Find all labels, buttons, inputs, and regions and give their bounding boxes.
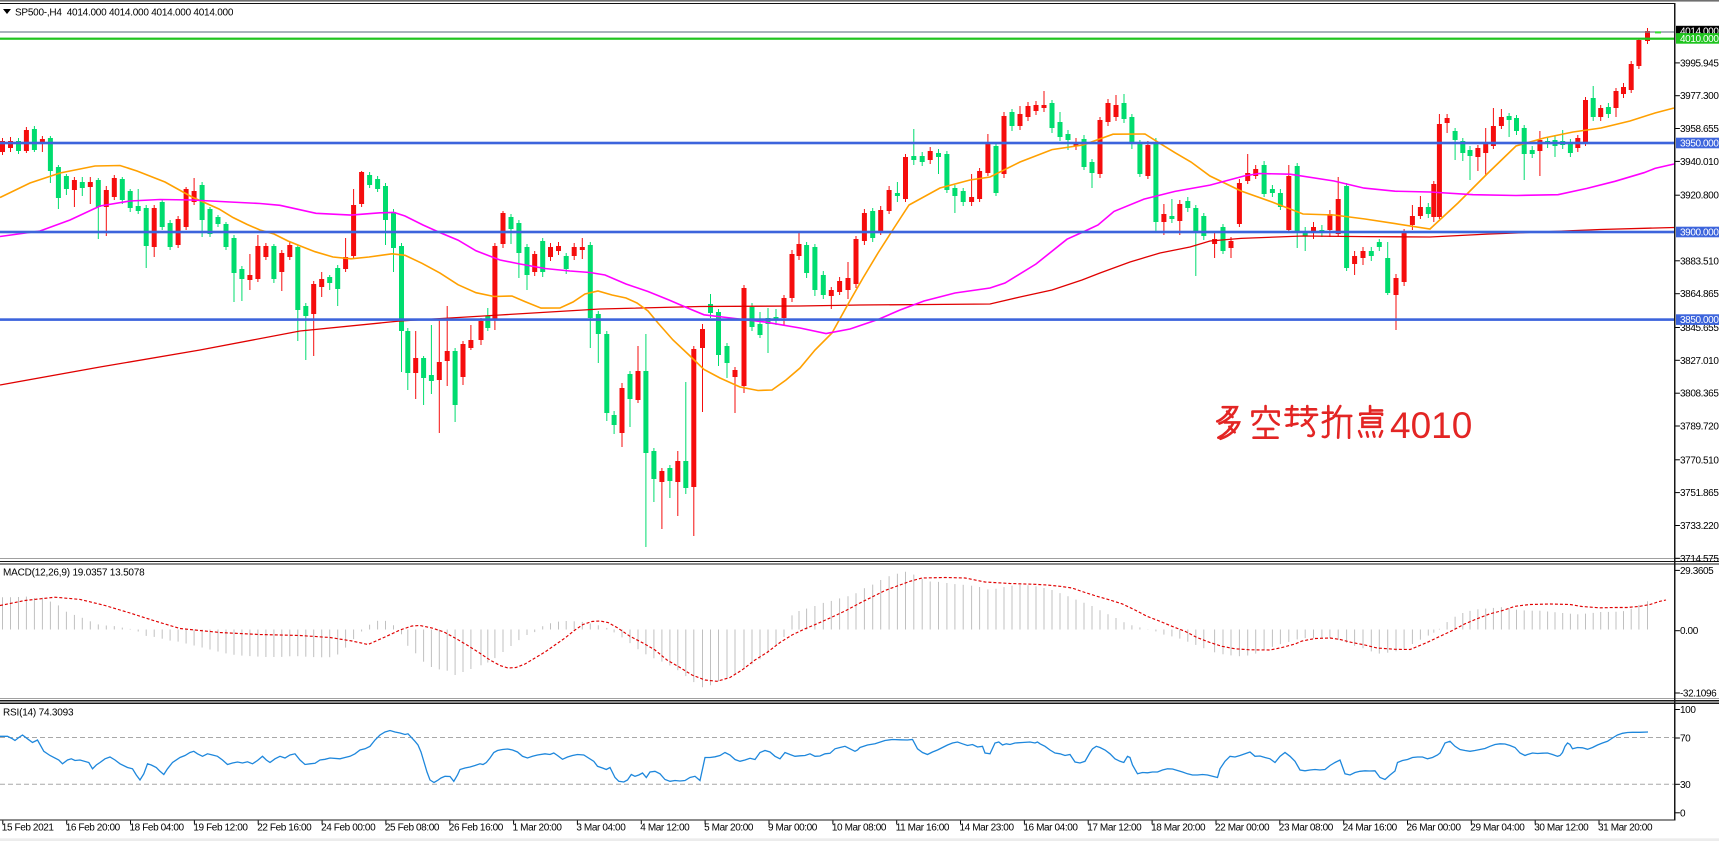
svg-text:3958.655: 3958.655 bbox=[1680, 124, 1719, 135]
svg-text:17 Mar 12:00: 17 Mar 12:00 bbox=[1087, 823, 1142, 834]
svg-text:SP500-,H4 4014.000 4014.000 4: SP500-,H4 4014.000 4014.000 4014.000 401… bbox=[15, 8, 234, 19]
svg-text:18 Mar 20:00: 18 Mar 20:00 bbox=[1151, 823, 1206, 834]
svg-text:19 Feb 12:00: 19 Feb 12:00 bbox=[193, 823, 248, 834]
svg-text:16 Feb 20:00: 16 Feb 20:00 bbox=[66, 823, 121, 834]
svg-text:16 Mar 04:00: 16 Mar 04:00 bbox=[1023, 823, 1078, 834]
svg-text:29.3605: 29.3605 bbox=[1680, 566, 1714, 577]
svg-text:3789.720: 3789.720 bbox=[1680, 422, 1719, 433]
svg-text:100: 100 bbox=[1680, 705, 1696, 716]
svg-text:70: 70 bbox=[1680, 734, 1691, 745]
svg-text:3733.220: 3733.220 bbox=[1680, 521, 1719, 532]
svg-text:4010: 4010 bbox=[1390, 405, 1472, 446]
svg-text:3770.510: 3770.510 bbox=[1680, 455, 1719, 466]
svg-text:0.00: 0.00 bbox=[1680, 626, 1699, 637]
svg-text:4010.000: 4010.000 bbox=[1680, 34, 1719, 45]
svg-text:24 Mar 16:00: 24 Mar 16:00 bbox=[1343, 823, 1398, 834]
svg-text:3977.300: 3977.300 bbox=[1680, 91, 1719, 102]
svg-text:26 Mar 00:00: 26 Mar 00:00 bbox=[1407, 823, 1462, 834]
svg-text:3950.000: 3950.000 bbox=[1680, 139, 1719, 150]
svg-text:18 Feb 04:00: 18 Feb 04:00 bbox=[130, 823, 185, 834]
svg-text:3940.010: 3940.010 bbox=[1680, 157, 1719, 168]
svg-text:26 Feb 16:00: 26 Feb 16:00 bbox=[449, 823, 504, 834]
svg-text:3883.510: 3883.510 bbox=[1680, 256, 1719, 267]
svg-text:23 Mar 08:00: 23 Mar 08:00 bbox=[1279, 823, 1334, 834]
svg-text:3900.000: 3900.000 bbox=[1680, 228, 1719, 239]
svg-text:0: 0 bbox=[1680, 808, 1686, 819]
svg-text:MACD(12,26,9) 19.0357 13.5078: MACD(12,26,9) 19.0357 13.5078 bbox=[3, 568, 145, 579]
svg-text:3850.000: 3850.000 bbox=[1680, 315, 1719, 326]
svg-text:9 Mar 00:00: 9 Mar 00:00 bbox=[768, 823, 818, 834]
svg-text:30 Mar 12:00: 30 Mar 12:00 bbox=[1534, 823, 1589, 834]
svg-text:31 Mar 20:00: 31 Mar 20:00 bbox=[1598, 823, 1653, 834]
svg-text:14 Mar 23:00: 14 Mar 23:00 bbox=[960, 823, 1015, 834]
svg-text:RSI(14) 74.3093: RSI(14) 74.3093 bbox=[3, 708, 74, 719]
svg-text:-32.1096: -32.1096 bbox=[1680, 689, 1717, 700]
svg-text:4014.000: 4014.000 bbox=[1680, 27, 1719, 38]
svg-text:25 Feb 08:00: 25 Feb 08:00 bbox=[385, 823, 440, 834]
svg-text:4 Mar 12:00: 4 Mar 12:00 bbox=[640, 823, 690, 834]
svg-text:10 Mar 08:00: 10 Mar 08:00 bbox=[832, 823, 887, 834]
svg-text:22 Mar 00:00: 22 Mar 00:00 bbox=[1215, 823, 1270, 834]
svg-text:3 Mar 04:00: 3 Mar 04:00 bbox=[576, 823, 626, 834]
svg-text:15 Feb 2021: 15 Feb 2021 bbox=[2, 823, 55, 834]
svg-text:22 Feb 16:00: 22 Feb 16:00 bbox=[257, 823, 312, 834]
svg-text:1 Mar 20:00: 1 Mar 20:00 bbox=[513, 823, 563, 834]
svg-text:29 Mar 04:00: 29 Mar 04:00 bbox=[1470, 823, 1525, 834]
svg-text:3714.575: 3714.575 bbox=[1680, 554, 1719, 565]
svg-text:3845.655: 3845.655 bbox=[1680, 323, 1719, 334]
svg-text:3751.865: 3751.865 bbox=[1680, 488, 1719, 499]
svg-text:3995.945: 3995.945 bbox=[1680, 58, 1719, 69]
svg-text:11 Mar 16:00: 11 Mar 16:00 bbox=[896, 823, 950, 834]
svg-text:3808.365: 3808.365 bbox=[1680, 389, 1719, 400]
svg-text:24 Feb 00:00: 24 Feb 00:00 bbox=[321, 823, 376, 834]
svg-text:3827.010: 3827.010 bbox=[1680, 356, 1719, 367]
svg-text:5 Mar 20:00: 5 Mar 20:00 bbox=[704, 823, 754, 834]
svg-text:3920.800: 3920.800 bbox=[1680, 191, 1719, 202]
svg-text:30: 30 bbox=[1680, 780, 1691, 791]
svg-text:3864.865: 3864.865 bbox=[1680, 289, 1719, 300]
